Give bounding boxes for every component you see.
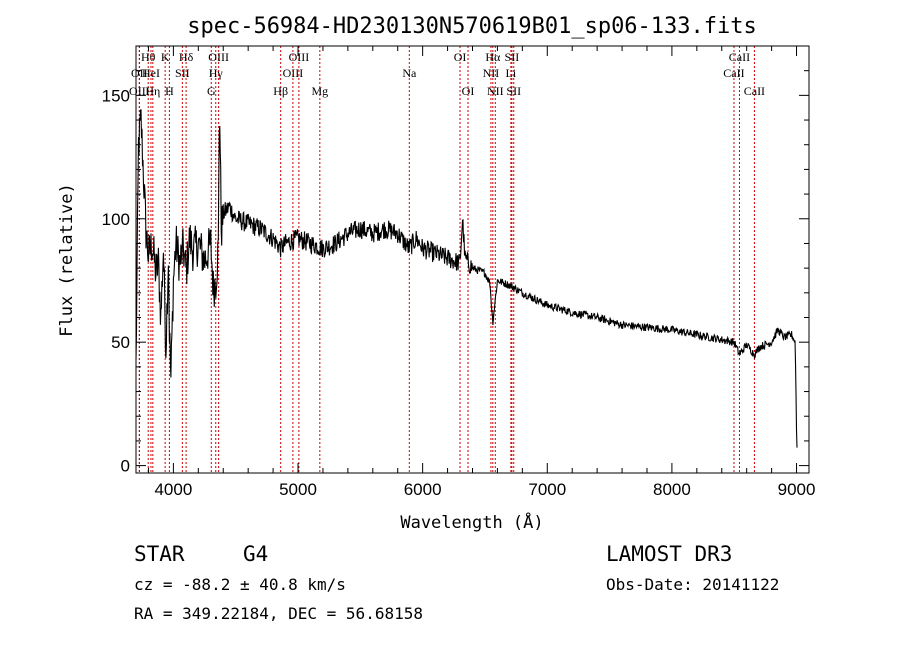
plot-frame (135, 45, 810, 474)
spectral-line-label: OIII (289, 50, 310, 64)
spectral-line-label: HeI (142, 66, 160, 80)
x-tick-label: 5000 (279, 480, 317, 499)
spectral-line-label: CaII (723, 66, 744, 80)
x-tick-labels: 4000 5000 6000 7000 8000 9000 (154, 480, 815, 499)
y-axis-label: Flux (relative) (57, 183, 77, 337)
obs-date-text: Obs-Date: 20141122 (606, 575, 779, 594)
chart-title: spec-56984-HD230130N570619B01_sp06-133.f… (187, 14, 757, 39)
y-tick-label: 100 (102, 210, 130, 229)
spectrum-line (135, 109, 798, 448)
y-tick-label: 0 (121, 457, 130, 476)
spectral-line-label: OI (454, 50, 467, 64)
spectral-line-label: Hγ (209, 66, 224, 80)
spectral-line-label: OII (131, 66, 148, 80)
spectral-line-label: SII (505, 50, 520, 64)
x-tick-label: 8000 (653, 480, 691, 499)
spectral-line-label: OIII (283, 66, 304, 80)
y-tick-label: 150 (102, 86, 130, 105)
spectral-line-label: H (165, 84, 174, 98)
y-tick-labels: 0 50 100 150 (102, 86, 130, 475)
spectral-line-label: Mg (311, 84, 328, 98)
spectral-line-label: Hδ (179, 50, 194, 64)
spectral-line-label: Hη (145, 84, 160, 98)
survey-label: LAMOST DR3 (606, 542, 732, 566)
spectral-line-label: G (207, 84, 216, 98)
axis-ticks (136, 46, 809, 473)
object-subclass: G4 (243, 542, 268, 566)
spectral-line-label: SII (175, 66, 190, 80)
x-tick-label: 9000 (778, 480, 816, 499)
spectral-line-label: OIII (129, 84, 150, 98)
spectral-line-label: NII (483, 66, 500, 80)
spectral-line-label: Hβ (273, 84, 288, 98)
spectral-line-label: CaII (744, 84, 765, 98)
spectral-line-label: SII (506, 84, 521, 98)
spectral-line-label: CaII (729, 50, 750, 64)
spectral-line-label: Na (402, 66, 417, 80)
coordinates-text: RA = 349.22184, DEC = 56.68158 (134, 604, 423, 623)
x-tick-label: 4000 (154, 480, 192, 499)
x-tick-label: 6000 (404, 480, 442, 499)
y-tick-label: 50 (111, 333, 130, 352)
spectral-line-label: OIII (208, 50, 229, 64)
spectral-line-label: Li (506, 66, 517, 80)
spectral-line-label: OI (462, 84, 475, 98)
spectral-line-label: Hθ (141, 50, 156, 64)
redshift-text: cz = -88.2 ± 40.8 km/s (134, 575, 346, 594)
object-class: STAR (134, 542, 185, 566)
x-tick-label: 7000 (528, 480, 566, 499)
spectral-line-label: Hα (485, 50, 501, 64)
spectral-line-label: K (161, 50, 170, 64)
spectral-line-label: NII (487, 84, 504, 98)
spectral-line-labels: OIIOIIIHθHeIHηKHSIIHδGHγOIIIHβOIIIOIIIMg… (129, 50, 765, 98)
x-axis-label: Wavelength (Å) (400, 511, 543, 533)
